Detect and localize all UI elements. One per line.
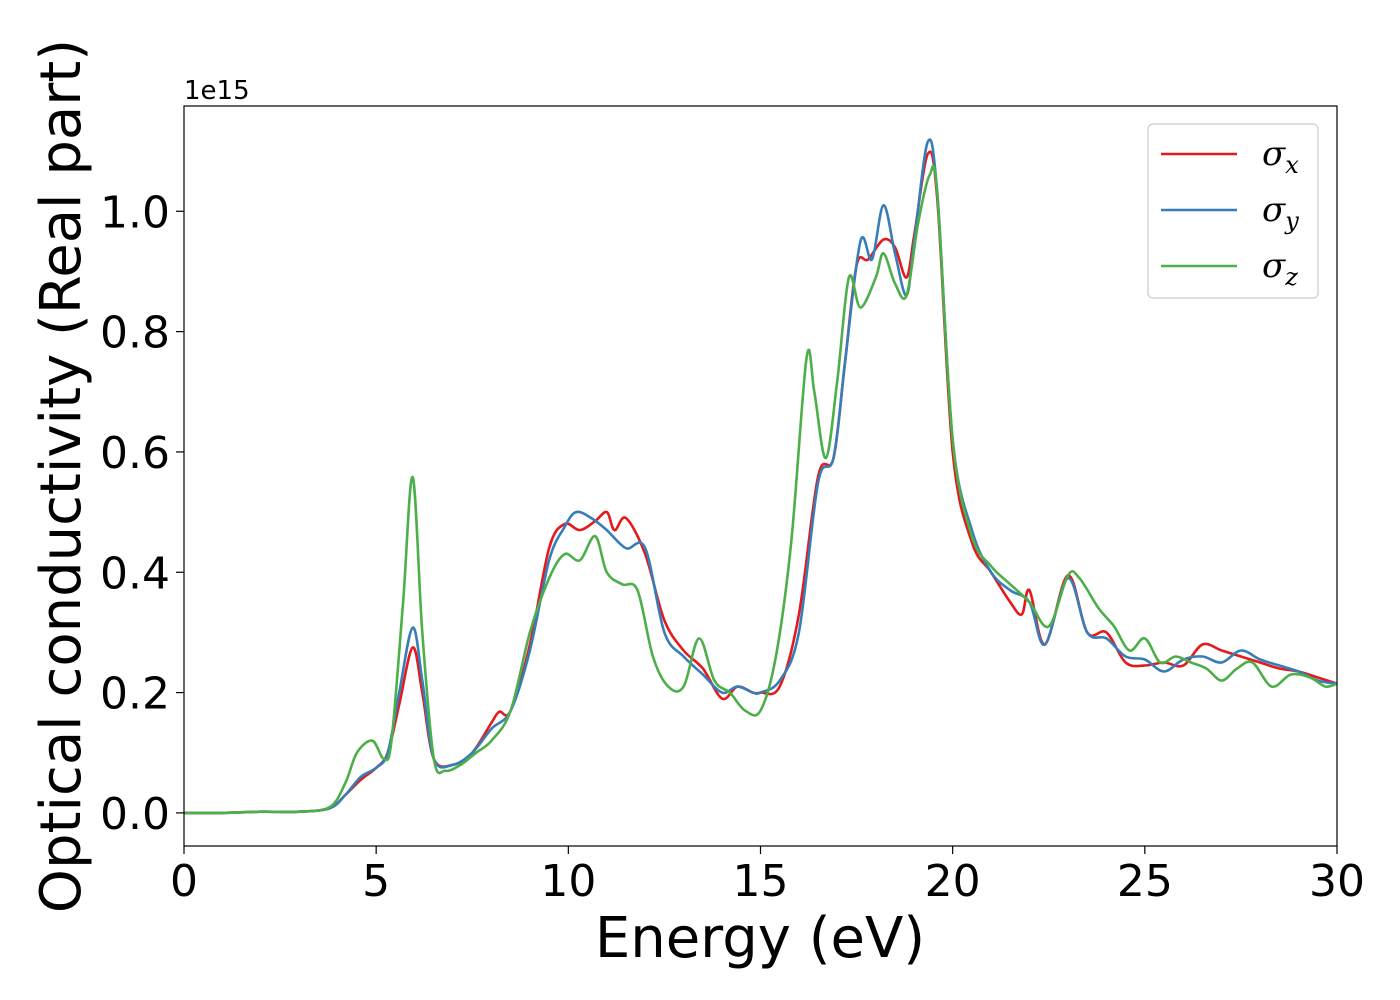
legend-label-z: σz [1262, 246, 1298, 291]
x-axis-ticks: 0 5 10 15 20 25 30 [170, 846, 1365, 907]
legend-label-subscript: z [1284, 263, 1298, 291]
series-line-z [183, 164, 1338, 815]
y-tick-label: 1.0 [100, 187, 170, 238]
y-offset-label: 1e15 [184, 76, 250, 106]
y-tick-label: 0.8 [100, 308, 170, 359]
x-tick-label: 15 [733, 856, 789, 907]
x-tick-label: 0 [170, 856, 198, 907]
legend-label-symbol: σ [1262, 134, 1286, 174]
y-tick-label: 0.2 [100, 669, 170, 720]
y-axis-title: Optical conductivity (Real part) [29, 39, 94, 913]
y-tick-label: 0.0 [100, 789, 170, 840]
y-tick-label: 0.4 [100, 548, 170, 599]
plot-area [184, 106, 1337, 846]
x-tick-label: 5 [362, 856, 390, 907]
x-tick-label: 20 [925, 856, 981, 907]
legend-label-y: σy [1262, 190, 1299, 235]
legend-label-subscript: y [1284, 207, 1299, 235]
x-tick-label: 30 [1309, 856, 1365, 907]
legend-label-symbol: σ [1262, 246, 1286, 286]
x-tick-label: 10 [540, 856, 596, 907]
legend-label-subscript: x [1285, 151, 1299, 179]
x-axis-title: Energy (eV) [595, 906, 925, 971]
x-tick-label: 25 [1117, 856, 1173, 907]
legend-label-symbol: σ [1262, 190, 1286, 230]
legend-label-x: σx [1262, 134, 1299, 179]
y-axis-ticks: 0.0 0.2 0.4 0.6 0.8 1.0 [100, 187, 184, 840]
series-line-y [183, 138, 1338, 815]
y-tick-label: 0.6 [100, 428, 170, 479]
series-layer [183, 138, 1338, 815]
